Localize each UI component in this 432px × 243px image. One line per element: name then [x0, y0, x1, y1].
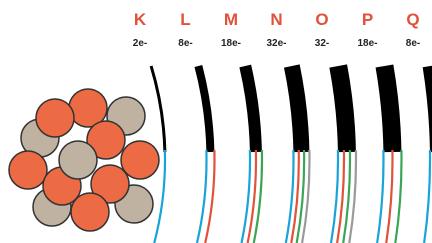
shell-letter: M — [224, 10, 238, 29]
shell-lower — [386, 150, 392, 243]
shell-lower — [197, 150, 207, 243]
shell-lower — [286, 150, 294, 243]
shell-electrons: 8e- — [406, 38, 420, 49]
shell-upper — [151, 66, 165, 152]
shell-lower — [377, 150, 383, 243]
atom-diagram: K 2e- L 8e- M 18e- N 32e- O 32- P 18e- Q 8e- — [0, 0, 432, 243]
shell-letter: O — [315, 10, 328, 29]
shell-lower — [395, 150, 401, 243]
proton — [36, 99, 74, 137]
shell-letter: P — [362, 10, 373, 29]
shell-electrons: 32- — [315, 38, 329, 49]
shell-letter: K — [134, 10, 147, 29]
proton — [71, 193, 109, 231]
shell-upper — [198, 66, 210, 152]
shell-letter: N — [270, 10, 282, 29]
shell-lower — [424, 150, 430, 243]
shell-letter: Q — [406, 10, 419, 29]
shell-upper — [338, 66, 347, 152]
nucleus — [9, 89, 159, 231]
shell-electrons: 8e- — [178, 38, 192, 49]
shell-upper — [384, 66, 392, 152]
neutron — [59, 141, 97, 179]
shell-lower — [331, 150, 338, 243]
shell-electrons: 2e- — [133, 38, 147, 49]
shell-upper — [292, 66, 302, 152]
proton — [9, 151, 47, 189]
shell-electrons: 18e- — [221, 38, 241, 49]
shell-electrons: 32e- — [266, 38, 286, 49]
shell-lower — [242, 150, 250, 243]
shell-upper — [245, 66, 256, 152]
proton — [121, 141, 159, 179]
shell-electrons: 18e- — [357, 38, 377, 49]
shell-letter: L — [180, 10, 190, 29]
shells — [151, 66, 432, 243]
